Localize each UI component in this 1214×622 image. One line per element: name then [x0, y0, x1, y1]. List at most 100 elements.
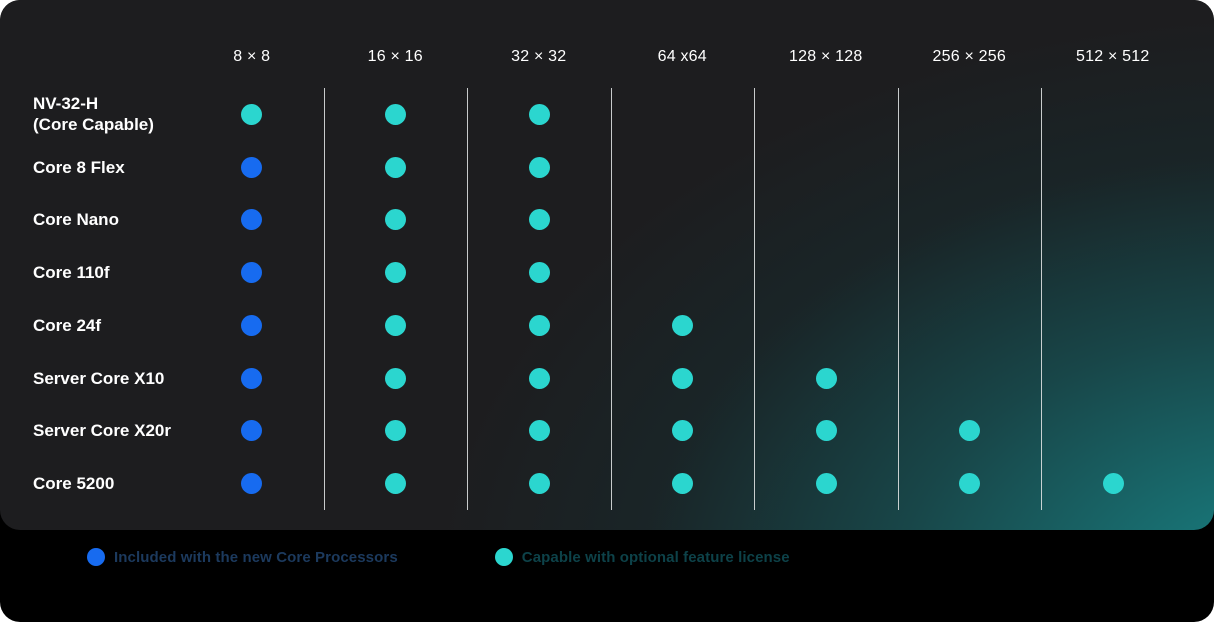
- included-dot-icon: [241, 262, 263, 284]
- matrix-cell: [467, 140, 611, 194]
- matrix-cell: [610, 351, 755, 405]
- capable-dot-icon: [385, 420, 407, 442]
- matrix-cell: [754, 351, 898, 405]
- capable-dot-icon: [528, 473, 550, 495]
- legend-item: Capable with optional feature license: [494, 548, 790, 566]
- included-dot-icon: [241, 209, 263, 231]
- matrix-cell: [610, 140, 755, 194]
- matrix-cell: [897, 88, 1042, 141]
- matrix-cell: [1041, 404, 1185, 458]
- column-header: 64 x64: [657, 48, 707, 65]
- row-label: Server Core X10: [33, 368, 165, 388]
- included-dot-icon: [241, 473, 263, 495]
- matrix-cell: [897, 246, 1042, 299]
- column-header: 32 × 32: [511, 48, 567, 65]
- matrix-cell: [323, 457, 468, 510]
- matrix-cell: [1041, 299, 1185, 352]
- capable-dot-icon: [385, 262, 407, 284]
- matrix-cell: [1041, 351, 1185, 405]
- row-label: Core 8 Flex: [33, 157, 125, 177]
- capable-dot-icon: [528, 262, 550, 284]
- matrix-cell: [897, 193, 1042, 247]
- matrix-panel: 8 × 8 16 × 16 32 × 32 64 x64 128 × 128 256 × …: [0, 0, 1214, 530]
- column-header: 8 × 8: [233, 48, 271, 65]
- matrix-cell: [1041, 193, 1185, 247]
- row-label: Core 110f: [33, 263, 110, 283]
- included-dot-icon: [241, 420, 263, 442]
- matrix-cell: [180, 246, 324, 299]
- capable-dot-icon: [385, 156, 407, 178]
- matrix-cell: [1041, 88, 1185, 141]
- column-header: 512 × 512: [1076, 48, 1150, 65]
- matrix-cell: [897, 351, 1042, 405]
- capable-dot-icon: [385, 103, 407, 125]
- matrix-cell: [467, 246, 611, 299]
- capable-dot-icon: [528, 156, 550, 178]
- included-dot-icon: [241, 156, 263, 178]
- matrix-cell: [610, 299, 755, 352]
- column-header: 16 × 16: [367, 48, 423, 65]
- matrix-cell: [180, 194, 324, 247]
- matrix-cell: [897, 404, 1042, 458]
- matrix-cell: [180, 88, 324, 141]
- matrix-cell: [467, 404, 611, 458]
- legend-label: Capable with optional feature license: [521, 548, 790, 566]
- capable-dot-icon: [385, 209, 407, 231]
- matrix-cell: [323, 246, 468, 299]
- row-label: Core Nano: [33, 210, 119, 230]
- capable-dot-icon: [528, 367, 550, 389]
- matrix-cell: [754, 140, 898, 194]
- legend: Included with the new Core Processors Ca…: [87, 545, 790, 569]
- capable-dot-icon: [241, 103, 263, 125]
- capable-dot-icon: [528, 103, 550, 125]
- matrix-cell: [754, 404, 898, 458]
- capable-dot-icon: [385, 473, 407, 495]
- matrix-cell: [180, 405, 324, 458]
- included-dot-icon: [241, 367, 263, 389]
- capable-dot-icon: [959, 473, 981, 495]
- capable-legend-dot-icon: [494, 548, 513, 566]
- matrix-cell: [610, 88, 755, 141]
- matrix-cell: [754, 457, 898, 510]
- included-dot-icon: [241, 314, 263, 336]
- matrix-cell: [610, 404, 755, 458]
- capable-dot-icon: [672, 420, 694, 442]
- matrix-cell: [754, 299, 898, 352]
- matrix-cell: [180, 299, 324, 352]
- matrix-cell: [467, 193, 611, 247]
- matrix-cell: [897, 140, 1042, 194]
- matrix-cell: [467, 351, 611, 405]
- matrix-cell: [323, 404, 468, 458]
- legend-item: Included with the new Core Processors: [87, 548, 398, 566]
- capable-dot-icon: [672, 473, 694, 495]
- column-header: 128 × 128: [789, 48, 863, 65]
- matrix-cell: [897, 457, 1042, 510]
- matrix-cell: [180, 141, 324, 194]
- matrix-cell: [1041, 246, 1185, 299]
- capable-dot-icon: [385, 367, 407, 389]
- capable-dot-icon: [959, 420, 981, 442]
- matrix-cell: [754, 88, 898, 141]
- matrix-cell: [610, 193, 755, 247]
- capable-dot-icon: [528, 209, 550, 231]
- capable-dot-icon: [815, 420, 837, 442]
- matrix-cell: [323, 299, 468, 352]
- matrix-cell: [897, 299, 1042, 352]
- matrix-cell: [323, 140, 468, 194]
- capable-dot-icon: [1102, 473, 1124, 495]
- capable-dot-icon: [672, 367, 694, 389]
- matrix-cell: [323, 351, 468, 405]
- capable-dot-icon: [528, 420, 550, 442]
- matrix-cell: [467, 88, 611, 141]
- matrix-cell: [1041, 457, 1185, 510]
- capability-table: 8 × 8 16 × 16 32 × 32 64 x64 128 × 128 256 × …: [0, 48, 1185, 510]
- matrix-cell: [180, 352, 324, 405]
- table-corner: [0, 48, 180, 88]
- matrix-cell: [754, 246, 898, 299]
- matrix-cell: [754, 193, 898, 247]
- included-legend-dot-icon: [87, 548, 105, 566]
- capable-dot-icon: [528, 314, 550, 336]
- matrix-cell: [467, 299, 611, 352]
- capable-dot-icon: [385, 314, 407, 336]
